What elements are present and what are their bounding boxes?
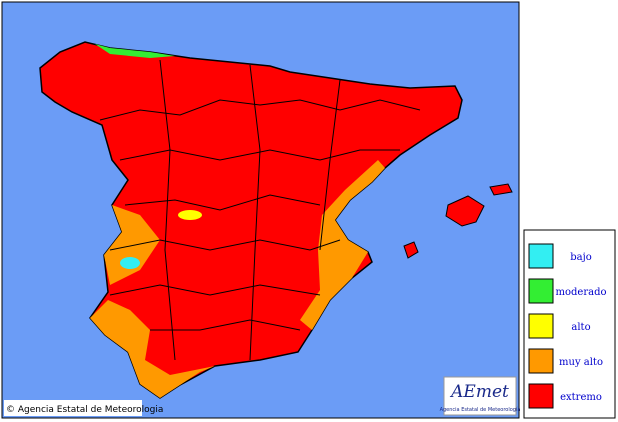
legend-label: alto bbox=[571, 322, 590, 333]
legend-swatch bbox=[528, 278, 554, 304]
menorca bbox=[489, 183, 513, 196]
logo-subtitle: Agencia Estatal de Meteorología bbox=[440, 406, 521, 413]
muy-alto-south bbox=[90, 300, 215, 398]
legend-swatch bbox=[528, 243, 554, 269]
legend-swatch bbox=[528, 383, 554, 409]
spain-mainland bbox=[39, 41, 463, 399]
legend-label: bajo bbox=[570, 252, 591, 263]
logo-box bbox=[443, 376, 517, 416]
credit: © Agencia Estatal de Meteorologia bbox=[6, 405, 163, 415]
legend-label: extremo bbox=[560, 392, 602, 403]
legend-label: moderado bbox=[556, 287, 607, 298]
province-borders bbox=[99, 59, 421, 361]
muy-alto-west bbox=[104, 205, 160, 285]
ibiza bbox=[403, 241, 419, 259]
legend-items: bajo moderado alto muy alto extremo bbox=[528, 243, 607, 409]
mallorca bbox=[445, 195, 485, 227]
moderado-north bbox=[95, 44, 175, 58]
credit-box bbox=[4, 400, 142, 416]
logo: AEmet bbox=[449, 382, 509, 402]
legend-label: muy alto bbox=[559, 357, 603, 368]
muy-alto-east bbox=[300, 160, 385, 330]
alto-patch bbox=[178, 210, 202, 220]
bajo-patch bbox=[120, 257, 140, 269]
legend-swatch bbox=[528, 313, 554, 339]
legend-swatch bbox=[528, 348, 554, 374]
